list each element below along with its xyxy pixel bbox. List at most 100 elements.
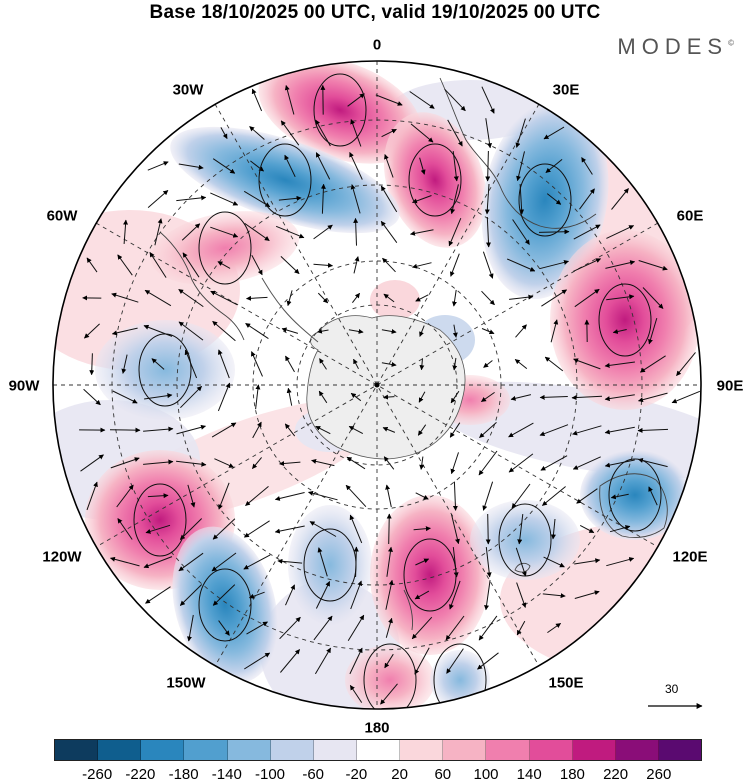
wind-arrow [477,652,499,670]
circulation-streamline [313,73,367,147]
wind-arrow [604,361,635,368]
wind-arrow [315,581,331,609]
wind-arrow [573,358,601,370]
lon-label-180: 180 [364,719,390,737]
wind-arrow [447,119,463,147]
wind-arrow [612,329,627,334]
circulation-streamline [518,163,572,237]
wind-arrow [176,460,207,467]
wind-arrow [511,483,531,509]
wind-arrow [210,192,239,206]
wind-arrow [483,360,493,368]
wind-arrow [411,616,433,640]
south-america-coastline [159,231,245,341]
brand-copyright-mark: © [728,38,734,48]
wind-arrow [251,254,263,276]
wind-arrow [452,481,458,511]
wind-arrow [609,525,631,533]
wind-arrow [481,86,495,114]
colorbar-tick-label: 180 [559,766,585,783]
wind-arrow [581,157,593,175]
wind-arrow [350,184,361,214]
wind-arrow [482,251,494,279]
wind-arrow [178,552,204,572]
wind-arrow [410,123,434,143]
lon-label-60e: 60E [676,207,704,225]
wind-arrow [383,394,395,400]
wind-arrow [419,157,426,175]
wind-arrow [143,459,174,465]
wind-arrow [251,351,263,377]
wind-arrow [111,292,139,303]
anomaly-field [53,61,701,709]
wind-arrow [539,394,568,400]
wind-arrow [345,484,367,508]
wind-arrow [246,295,268,301]
wind-arrow [347,614,365,642]
wind-arrow [111,327,138,336]
circulation-streamline [408,143,462,217]
wind-arrow [317,292,329,304]
wind-arrow [252,421,262,439]
wind-arrow [311,458,335,467]
wind-arrow [284,85,295,115]
circulation-streamline [303,528,357,602]
wind-arrow [510,394,532,401]
wind-arrow [89,353,95,376]
wind-arrow [417,424,427,436]
wind-arrow [143,426,174,432]
wind-arrow [516,151,525,182]
wind-arrow [218,482,230,510]
wind-arrow [451,514,460,545]
wind-arrow [348,425,364,435]
wind-arrow [279,461,301,467]
wind-arrow [313,262,333,268]
wind-arrow [121,354,128,374]
colorbar-segment [572,740,616,760]
wind-arrow [286,290,293,307]
wind-arrow [212,584,236,606]
wind-arrow [478,615,498,641]
wind-arrow [212,320,236,342]
wind-arrow [313,615,333,641]
wind-arrow [418,391,426,403]
wind-arrow [349,151,363,180]
wind-arrow [383,293,395,303]
colorbar-segment [55,740,99,760]
wind-arrow [450,452,459,475]
wind-arrow [274,492,305,501]
wind-arrow [248,591,265,599]
wind-arrow [543,126,565,140]
wind-arrow [606,225,635,239]
wind-arrow [277,558,303,564]
wind-arrow [485,118,493,149]
wind-arrow [149,251,167,278]
wind-arrow [605,260,636,269]
wind-arrow [610,493,629,500]
wind-arrow [419,325,425,337]
wind-arrow [275,225,305,239]
wind-arrow [382,426,396,433]
wind-arrow [450,184,459,215]
colorbar-segment [227,740,271,760]
wind-arrow [274,525,305,534]
wind-arrow [415,294,429,302]
wind-arrow [285,584,295,606]
wind-arrow [246,621,268,635]
circulation-streamline [433,643,487,709]
wind-arrow [515,118,526,148]
wind-arrow [350,119,362,147]
wind-arrow [572,425,602,436]
wind-arrow [145,524,171,534]
wind-arrow [210,290,238,306]
colorbar-segment [529,740,573,760]
positive-anomaly [258,61,422,164]
colorbar-segment [184,740,228,760]
wind-arrow [386,546,393,577]
wind-arrow [346,456,366,470]
wind-arrow [452,357,458,371]
wind-arrow [539,259,569,270]
wind-arrow [375,94,403,106]
circulation-streamline [498,503,552,577]
circulation-streamline [133,483,187,557]
